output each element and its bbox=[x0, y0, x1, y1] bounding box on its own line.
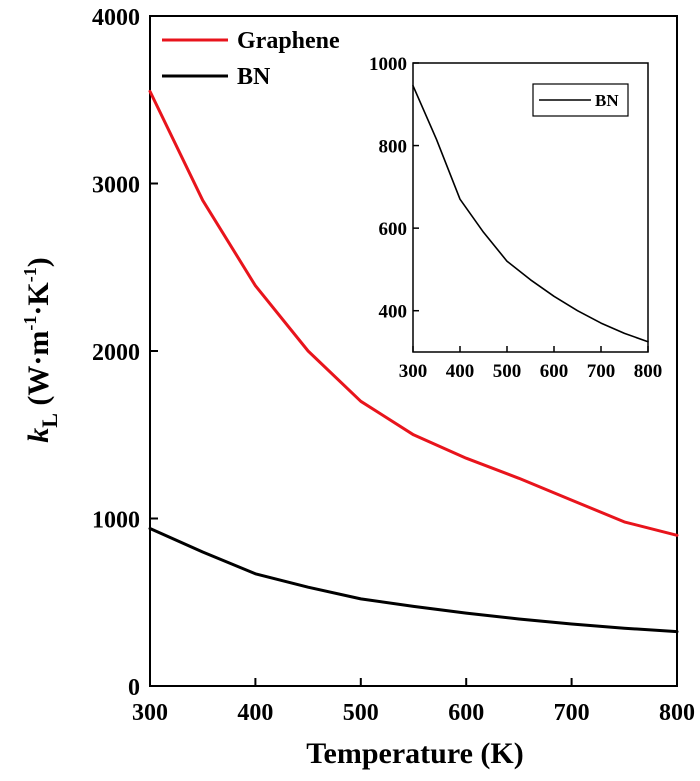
inset-y-tick-label: 600 bbox=[379, 219, 408, 240]
inset-y-tick-label: 1000 bbox=[369, 54, 407, 75]
x-tick-label: 600 bbox=[448, 700, 484, 726]
y-axis-exponent-2: -1 bbox=[20, 267, 40, 282]
inset-x-tick-label: 400 bbox=[446, 361, 475, 382]
main-plot: 300 400 500 600 700 800 0 1000 2000 3000 4000 Graph… bbox=[92, 5, 695, 726]
x-tick-label: 400 bbox=[237, 700, 273, 726]
x-tick-label: 800 bbox=[659, 700, 695, 726]
series-line-graphene bbox=[148, 89, 679, 537]
series-line-bn bbox=[148, 527, 679, 634]
y-axis-exponent-1: -1 bbox=[20, 316, 40, 331]
y-axis-units-prefix: (W·m bbox=[22, 331, 55, 414]
legend-label-bn: BN bbox=[237, 64, 271, 90]
x-tick-label: 700 bbox=[554, 700, 590, 726]
y-axis-units-mid: ·K bbox=[22, 282, 55, 316]
inset-series-line-bn bbox=[412, 84, 649, 343]
inset-x-tick-label: 600 bbox=[540, 361, 569, 382]
inset-frame bbox=[412, 62, 649, 353]
y-tick-label: 2000 bbox=[92, 340, 140, 366]
y-tick-label: 3000 bbox=[92, 173, 140, 199]
y-tick-label: 0 bbox=[128, 675, 140, 701]
y-axis-subscript: L bbox=[37, 413, 62, 428]
inset-x-tick-label: 300 bbox=[399, 361, 428, 382]
inset-x-tick-label: 700 bbox=[587, 361, 616, 382]
inset-legend-label-bn: BN bbox=[595, 91, 619, 110]
x-tick-label: 500 bbox=[343, 700, 379, 726]
y-axis-units-suffix: ) bbox=[22, 257, 55, 267]
inset-plot: 300 400 500 600 700 800 400 600 800 1000 BN bbox=[369, 54, 662, 382]
inset-y-tick-label: 400 bbox=[379, 302, 408, 323]
y-axis-symbol: k bbox=[22, 428, 55, 443]
inset-x-tick-label: 500 bbox=[493, 361, 522, 382]
inset-x-tick-label: 800 bbox=[634, 361, 663, 382]
y-axis-title: kL (W·m-1·K-1) bbox=[20, 257, 62, 443]
x-axis-title: Temperature (K) bbox=[306, 737, 523, 770]
y-tick-label: 1000 bbox=[92, 508, 140, 534]
inset-y-tick-label: 800 bbox=[379, 137, 408, 158]
legend-label-graphene: Graphene bbox=[237, 28, 340, 54]
x-tick-label: 300 bbox=[132, 700, 168, 726]
y-tick-label: 4000 bbox=[92, 5, 140, 31]
